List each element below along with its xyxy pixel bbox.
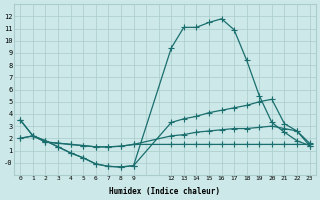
X-axis label: Humidex (Indice chaleur): Humidex (Indice chaleur) [109, 187, 220, 196]
